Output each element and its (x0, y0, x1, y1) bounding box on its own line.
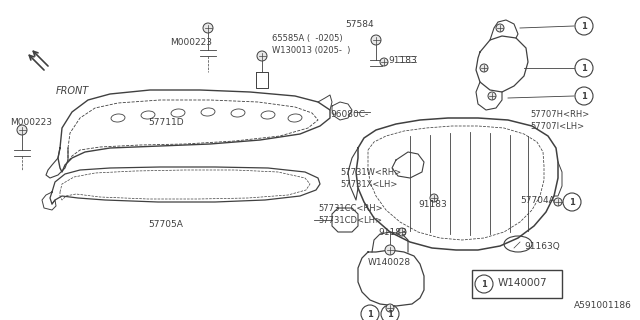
Circle shape (480, 64, 488, 72)
Circle shape (575, 87, 593, 105)
Circle shape (430, 194, 438, 202)
Text: FRONT: FRONT (56, 86, 89, 96)
Text: 1: 1 (581, 64, 587, 73)
Text: 57731W<RH>: 57731W<RH> (340, 168, 401, 177)
Circle shape (488, 92, 496, 100)
Circle shape (496, 24, 504, 32)
Text: 1: 1 (481, 280, 487, 289)
Circle shape (563, 193, 581, 211)
Circle shape (203, 23, 213, 33)
Circle shape (386, 304, 394, 312)
Circle shape (575, 17, 593, 35)
Text: 57731X<LH>: 57731X<LH> (340, 180, 397, 189)
Text: 91163Q: 91163Q (524, 242, 560, 251)
Text: 57705A: 57705A (148, 220, 183, 229)
Text: A591001186: A591001186 (574, 301, 632, 310)
Circle shape (380, 58, 388, 66)
Text: 1: 1 (581, 92, 587, 101)
Text: 57584: 57584 (346, 20, 374, 29)
Text: 57731CD<LH>: 57731CD<LH> (318, 216, 382, 225)
Circle shape (257, 51, 267, 61)
Text: 57704A: 57704A (520, 196, 555, 205)
Text: 91183: 91183 (418, 200, 447, 209)
Text: 1: 1 (367, 310, 373, 319)
Circle shape (554, 198, 562, 206)
Text: 57707I<LH>: 57707I<LH> (530, 122, 584, 131)
Text: 65585A (  -0205): 65585A ( -0205) (272, 34, 342, 43)
Text: M000223: M000223 (170, 38, 212, 47)
Text: M000223: M000223 (10, 118, 52, 127)
Circle shape (361, 305, 379, 320)
Text: 57711D: 57711D (148, 118, 184, 127)
Text: W140028: W140028 (368, 258, 411, 267)
Circle shape (575, 59, 593, 77)
Text: 1: 1 (581, 22, 587, 31)
Text: 91183: 91183 (378, 228, 407, 237)
Text: 96080C-: 96080C- (330, 110, 368, 119)
Circle shape (381, 305, 399, 320)
Circle shape (475, 275, 493, 293)
Text: 57731CC<RH>: 57731CC<RH> (318, 204, 383, 213)
Bar (472, 270, 562, 298)
Text: W140007: W140007 (498, 278, 548, 288)
Circle shape (371, 35, 381, 45)
Text: 91183: 91183 (388, 56, 417, 65)
Text: 1: 1 (569, 198, 575, 207)
Circle shape (385, 245, 395, 255)
Circle shape (398, 228, 406, 236)
Text: 1: 1 (387, 310, 393, 319)
Text: W130013 (0205-  ): W130013 (0205- ) (272, 46, 350, 55)
Circle shape (17, 125, 27, 135)
Text: 57707H<RH>: 57707H<RH> (530, 110, 589, 119)
